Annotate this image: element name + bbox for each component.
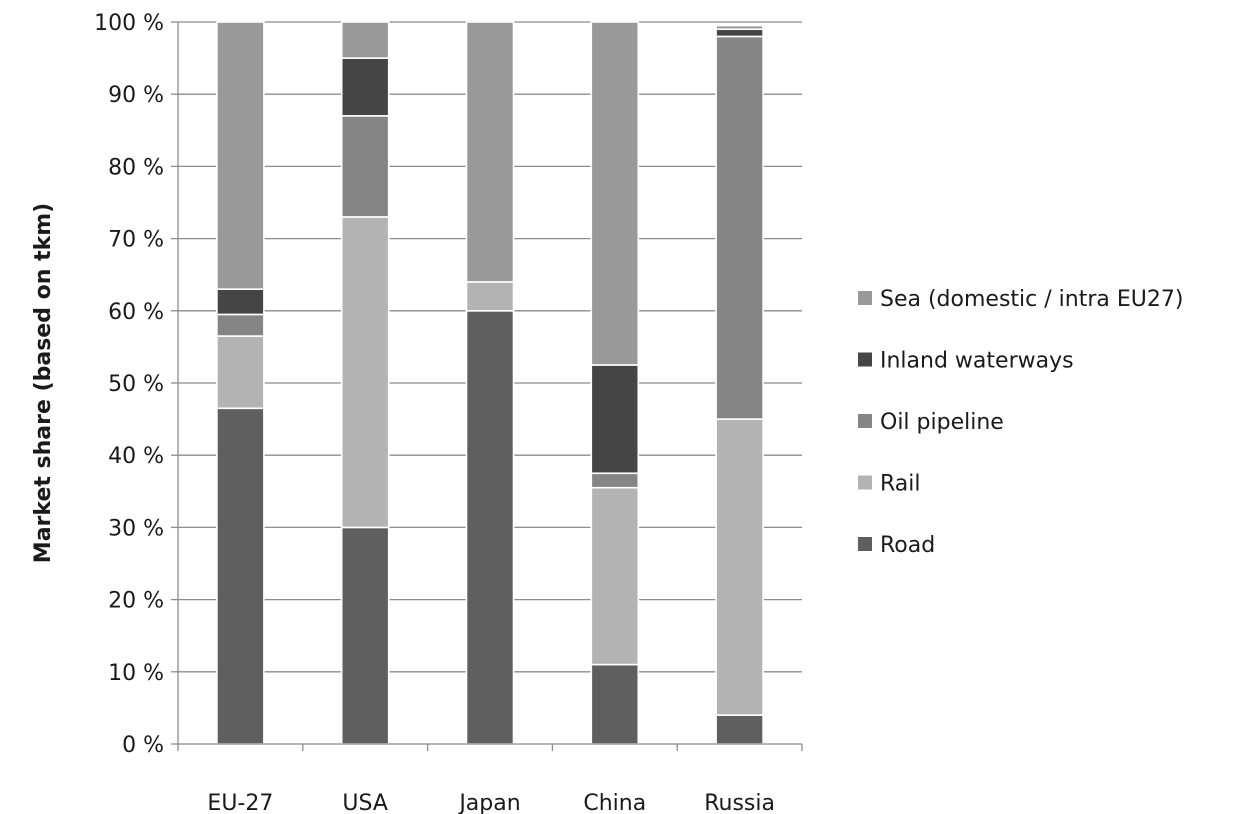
bar-segment-road (590, 663, 640, 745)
legend-item: Rail (858, 472, 921, 497)
y-tick-label: 20 % (108, 589, 164, 614)
y-tick-label: 100 % (94, 11, 164, 36)
bar-segment-rail (715, 418, 764, 716)
y-tick-label: 90 % (108, 83, 164, 108)
legend-label: Road (880, 533, 935, 558)
bar-segment-road (465, 309, 515, 745)
bar-segment-rail (216, 335, 265, 410)
bar-segment-sea-domestic-intra-eu27 (590, 21, 640, 366)
y-tick-label: 30 % (108, 516, 164, 541)
bar-segment-oil-pipeline (216, 313, 265, 337)
legend-swatch (858, 291, 872, 305)
y-tick-label: 70 % (108, 228, 164, 253)
legend-label: Sea (domestic / intra EU27) (880, 287, 1183, 312)
legend-label: Inland waterways (880, 349, 1074, 374)
y-axis-title: Market share (based on tkm) (31, 203, 56, 563)
bar-segment-sea-domestic-intra-eu27 (216, 21, 265, 290)
bar-segment-oil-pipeline (715, 35, 764, 420)
y-tick-label: 60 % (108, 300, 164, 325)
x-category-label: EU-27 (207, 791, 273, 814)
legend-label: Rail (880, 472, 921, 497)
legend-label: Oil pipeline (880, 410, 1004, 435)
x-category-label: China (583, 791, 646, 814)
bar-segment-sea-domestic-intra-eu27 (340, 21, 390, 59)
bar-segment-inland-waterways (340, 57, 390, 117)
y-tick-label: 0 % (122, 733, 164, 758)
bar-segment-rail (465, 281, 515, 312)
bar-segment-sea-domestic-intra-eu27 (715, 24, 764, 31)
axes: 0 % 10 % 20 % 30 % 40 % 50 % 60 % 70 % 80 % 90 % 1… (94, 11, 803, 814)
legend-item: Inland waterways (858, 349, 1074, 374)
legend-swatch (858, 414, 872, 428)
x-category-label: Japan (457, 791, 520, 814)
bar-segment-road (715, 714, 764, 745)
bars (216, 21, 764, 745)
bar-segment-inland-waterways (715, 28, 764, 38)
legend-item: Oil pipeline (858, 410, 1004, 435)
bar-segment-rail (590, 486, 640, 666)
legend: Sea (domestic / intra EU27) Inland waterw… (858, 287, 1183, 558)
x-category-label: USA (342, 791, 388, 814)
y-tick-label: 40 % (108, 444, 164, 469)
bar-segment-inland-waterways (590, 364, 640, 475)
legend-swatch (858, 352, 872, 367)
bar-segment-oil-pipeline (590, 472, 640, 489)
legend-swatch (858, 475, 872, 490)
bar-segment-rail (340, 216, 390, 529)
y-tick-label: 10 % (108, 661, 164, 686)
bar-segment-inland-waterways (216, 288, 265, 316)
bar-segment-sea-domestic-intra-eu27 (465, 21, 515, 283)
legend-swatch (858, 537, 872, 551)
bar-segment-road (216, 407, 265, 745)
legend-item: Sea (domestic / intra EU27) (858, 287, 1183, 312)
bar-segment-oil-pipeline (340, 115, 390, 218)
y-tick-label: 80 % (108, 155, 164, 180)
legend-item: Road (858, 533, 935, 558)
y-tick-label: 50 % (108, 372, 164, 397)
bar-segment-road (340, 526, 390, 745)
x-category-label: Russia (704, 791, 775, 814)
